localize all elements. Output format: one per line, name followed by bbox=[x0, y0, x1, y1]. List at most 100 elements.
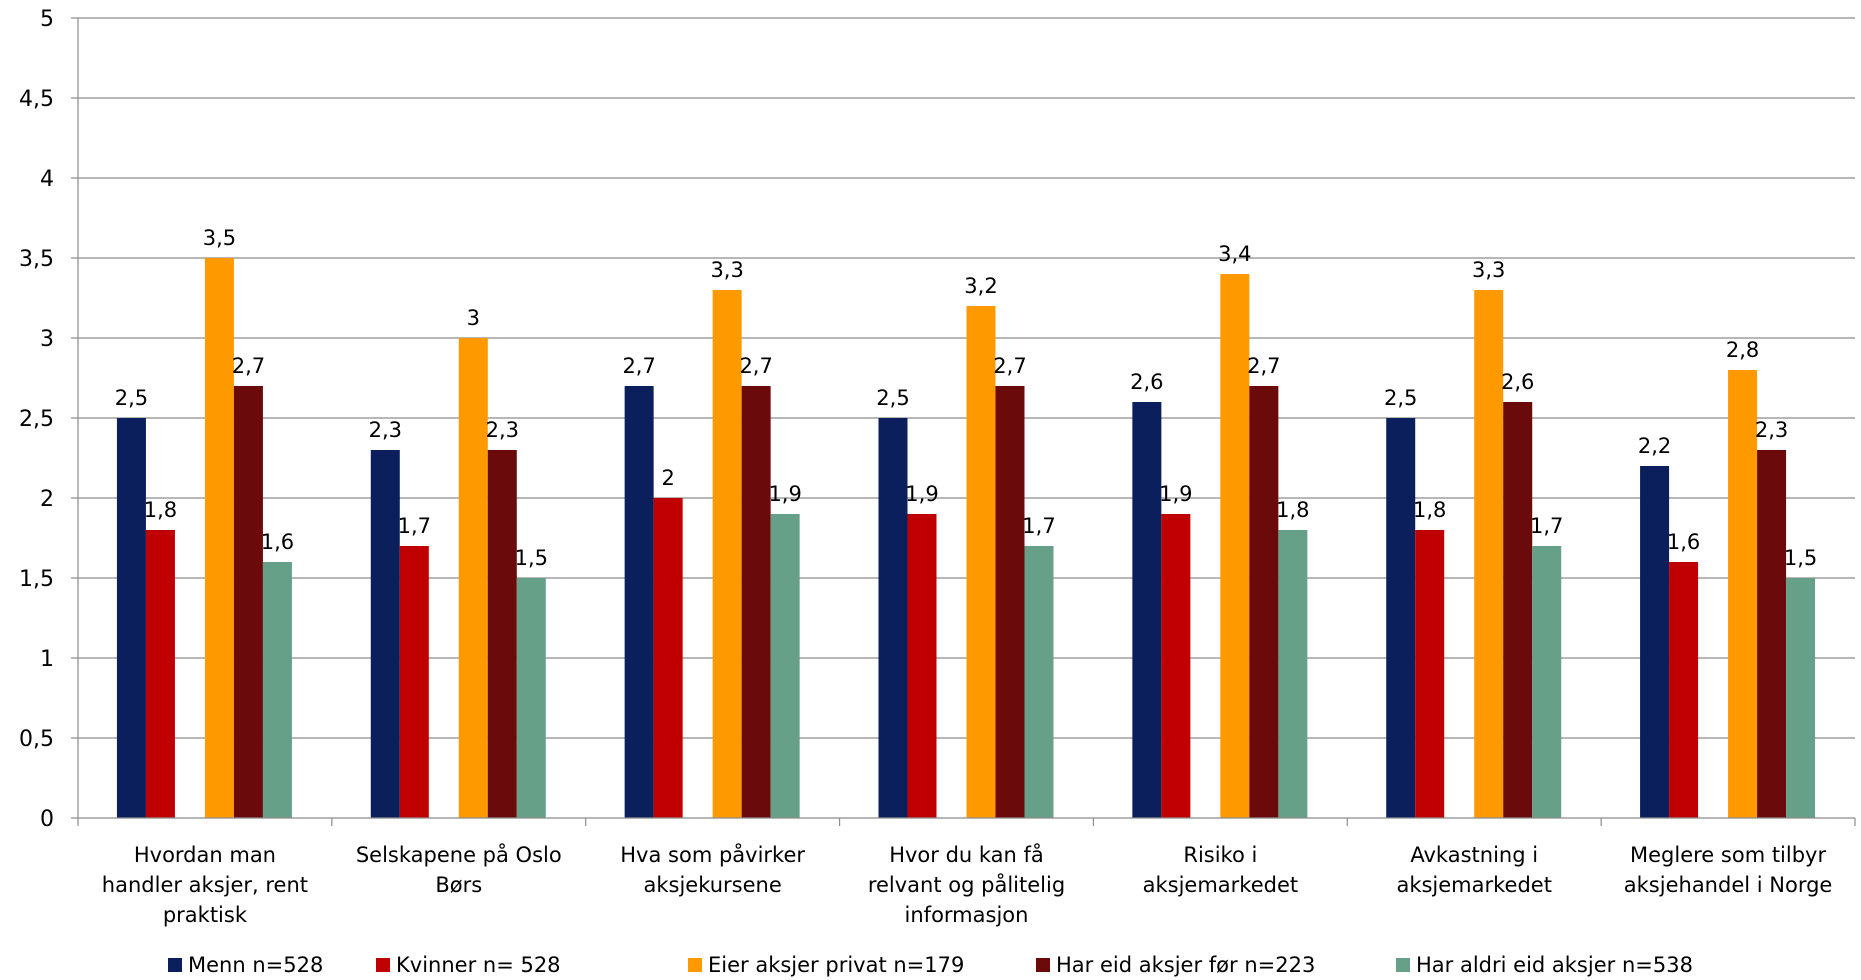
bar bbox=[1728, 370, 1758, 818]
legend-label: Kvinner n= 528 bbox=[396, 953, 561, 977]
category-label-line: aksjemarkedet bbox=[1143, 873, 1299, 897]
category-label-line: informasjon bbox=[905, 903, 1029, 927]
legend-item: Har aldri eid aksjer n=538 bbox=[1396, 953, 1693, 977]
data-label: 2,5 bbox=[115, 386, 148, 410]
legend-label: Eier aksjer privat n=179 bbox=[708, 953, 964, 977]
bar bbox=[370, 450, 400, 818]
y-tick-label: 0,5 bbox=[19, 727, 54, 752]
category-label-line: Hvor du kan få bbox=[889, 842, 1044, 867]
category-label-line: aksjehandel i Norge bbox=[1624, 873, 1833, 897]
data-labels: 2,5 1,8 3,5 2,7 1,6 2,3 1,7 3 2,3 1,5 2,7 2 3,3 2,7 1,… bbox=[115, 226, 1818, 570]
bar bbox=[1757, 450, 1787, 818]
y-tick-label: 1 bbox=[40, 647, 54, 672]
y-tick-label: 1,5 bbox=[19, 567, 54, 592]
bar bbox=[1024, 546, 1054, 818]
category-label-line: handler aksjer, rent bbox=[102, 873, 308, 897]
y-tick-label: 4,5 bbox=[19, 87, 54, 112]
legend-label: Har aldri eid aksjer n=538 bbox=[1416, 953, 1693, 977]
legend-label: Menn n=528 bbox=[188, 953, 323, 977]
data-label: 1,7 bbox=[1022, 514, 1055, 538]
bar bbox=[966, 306, 996, 818]
legend-item: Kvinner n= 528 bbox=[376, 953, 561, 977]
bar bbox=[1532, 546, 1562, 818]
bar bbox=[878, 418, 908, 818]
category-label: Hva som påvirker aksjekursene bbox=[620, 842, 805, 897]
data-label: 2,5 bbox=[876, 386, 909, 410]
bar bbox=[1474, 290, 1504, 818]
data-label: 2,3 bbox=[1755, 418, 1788, 442]
bar bbox=[1161, 514, 1191, 818]
data-label: 1,6 bbox=[1667, 530, 1700, 554]
bar bbox=[204, 258, 234, 818]
category-label-line: aksjemarkedet bbox=[1396, 873, 1552, 897]
data-label: 2,2 bbox=[1638, 434, 1671, 458]
legend-swatch bbox=[688, 958, 702, 972]
y-tick-label: 5 bbox=[40, 7, 54, 32]
data-label: 1,5 bbox=[1784, 546, 1817, 570]
data-label: 2,7 bbox=[622, 354, 655, 378]
data-label: 2 bbox=[661, 466, 674, 490]
category-label-line: praktisk bbox=[163, 903, 248, 927]
category-label-line: Hva som påvirker bbox=[620, 842, 805, 867]
data-label: 2,7 bbox=[1247, 354, 1280, 378]
bar bbox=[995, 386, 1025, 818]
axes bbox=[71, 17, 1856, 826]
category-label: Avkastning i aksjemarkedet bbox=[1396, 843, 1552, 897]
data-label: 1,7 bbox=[1530, 514, 1563, 538]
legend-item: Har eid aksjer før n=223 bbox=[1036, 953, 1315, 977]
y-tick-label: 2 bbox=[40, 487, 54, 512]
data-label: 3,3 bbox=[1472, 258, 1505, 282]
legend: Menn n=528 Kvinner n= 528 Eier aksjer priv… bbox=[168, 953, 1693, 977]
y-tick-label: 3 bbox=[40, 327, 54, 352]
legend-label: Har eid aksjer før n=223 bbox=[1056, 953, 1315, 977]
category-label: Selskapene på Oslo Børs bbox=[356, 842, 562, 897]
bar bbox=[1503, 402, 1533, 818]
legend-swatch bbox=[168, 958, 182, 972]
data-label: 1,5 bbox=[515, 546, 548, 570]
bar bbox=[1640, 466, 1670, 818]
y-tick-label: 0 bbox=[40, 807, 54, 832]
bar bbox=[1132, 402, 1162, 818]
data-label: 1,9 bbox=[905, 482, 938, 506]
data-label: 1,8 bbox=[1276, 498, 1309, 522]
category-label-line: Risiko i bbox=[1183, 843, 1257, 867]
category-label: Meglere som tilbyr aksjehandel i Norge bbox=[1624, 843, 1833, 897]
bar bbox=[1669, 562, 1699, 818]
bar bbox=[1786, 578, 1816, 818]
category-label-line: Avkastning i bbox=[1410, 843, 1538, 867]
bar bbox=[712, 290, 742, 818]
y-tick-label: 3,5 bbox=[19, 247, 54, 272]
data-label: 1,8 bbox=[1413, 498, 1446, 522]
data-label: 3,4 bbox=[1218, 242, 1251, 266]
bar bbox=[399, 546, 429, 818]
category-label-line: Hvordan man bbox=[134, 843, 276, 867]
legend-item: Menn n=528 bbox=[168, 953, 323, 977]
category-label: Hvor du kan få relvant og pålitelig inform… bbox=[868, 842, 1065, 927]
category-label-line: Selskapene på Oslo bbox=[356, 842, 562, 867]
bar bbox=[1249, 386, 1279, 818]
bar bbox=[1386, 418, 1416, 818]
bar bbox=[1220, 274, 1250, 818]
legend-swatch bbox=[376, 958, 390, 972]
data-label: 2,6 bbox=[1501, 370, 1534, 394]
data-label: 1,9 bbox=[768, 482, 801, 506]
data-label: 2,6 bbox=[1130, 370, 1163, 394]
data-label: 3,5 bbox=[203, 226, 236, 250]
data-label: 1,9 bbox=[1159, 482, 1192, 506]
bar bbox=[624, 386, 654, 818]
category-label-line: Meglere som tilbyr bbox=[1630, 843, 1826, 867]
legend-swatch bbox=[1396, 958, 1410, 972]
bar bbox=[116, 418, 146, 818]
category-label-line: aksjekursene bbox=[644, 873, 782, 897]
bar bbox=[1278, 530, 1308, 818]
bar bbox=[262, 562, 292, 818]
x-axis-category-labels: Hvordan man handler aksjer, rent praktisk S… bbox=[102, 842, 1833, 927]
data-label: 1,8 bbox=[144, 498, 177, 522]
data-label: 2,7 bbox=[232, 354, 265, 378]
bars bbox=[116, 258, 1816, 818]
data-label: 2,3 bbox=[369, 418, 402, 442]
data-label: 2,8 bbox=[1726, 338, 1759, 362]
data-label: 1,6 bbox=[261, 530, 294, 554]
data-label: 2,3 bbox=[486, 418, 519, 442]
y-axis-tick-labels: 0 0,5 1 1,5 2 2,5 3 3,5 4 4,5 5 bbox=[19, 7, 54, 832]
